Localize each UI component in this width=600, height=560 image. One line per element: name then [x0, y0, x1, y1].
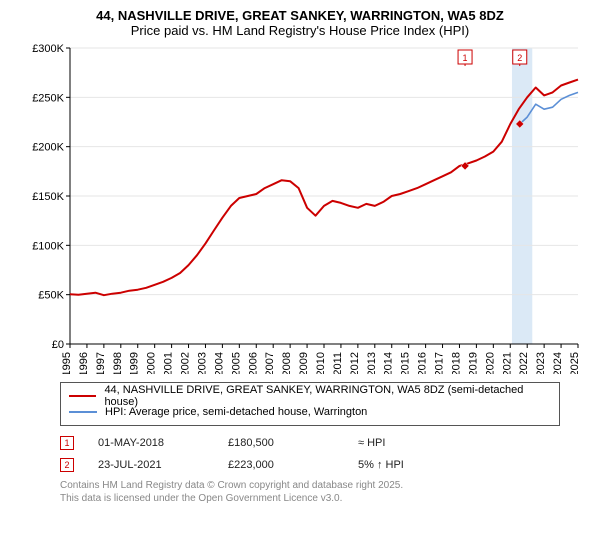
svg-text:2001: 2001	[163, 352, 175, 374]
line-chart-svg: £0 £50K £100K £150K £200K £250K £300K 1995 1996 1…	[22, 44, 582, 374]
pct-cell: ≈ HPI	[358, 437, 478, 449]
svg-text:1: 1	[463, 53, 468, 63]
chart-container: 44, NASHVILLE DRIVE, GREAT SANKEY, WARRI…	[0, 0, 600, 560]
svg-text:2006: 2006	[247, 352, 259, 374]
svg-text:£250K: £250K	[32, 92, 64, 104]
data-point-table: 1 01-MAY-2018 £180,500 ≈ HPI 2 23-JUL-20…	[60, 432, 588, 476]
svg-text:1998: 1998	[112, 352, 124, 374]
svg-text:2018: 2018	[450, 352, 462, 374]
svg-text:2004: 2004	[213, 352, 225, 374]
svg-text:1996: 1996	[78, 352, 90, 374]
svg-text:2021: 2021	[501, 352, 513, 374]
svg-text:2009: 2009	[298, 352, 310, 374]
svg-text:£50K: £50K	[38, 290, 64, 302]
table-row: 1 01-MAY-2018 £180,500 ≈ HPI	[60, 432, 588, 454]
marker-badge: 1	[60, 436, 74, 450]
svg-text:2019: 2019	[467, 352, 479, 374]
svg-text:£150K: £150K	[32, 191, 64, 203]
svg-text:1997: 1997	[95, 352, 107, 374]
legend: 44, NASHVILLE DRIVE, GREAT SANKEY, WARRI…	[60, 382, 560, 426]
svg-text:2007: 2007	[264, 352, 276, 374]
svg-text:2016: 2016	[417, 352, 429, 374]
footer-line: This data is licensed under the Open Gov…	[60, 493, 588, 506]
svg-text:£300K: £300K	[32, 44, 64, 55]
svg-text:2012: 2012	[349, 352, 361, 374]
svg-text:2003: 2003	[196, 352, 208, 374]
svg-text:1995: 1995	[61, 352, 73, 374]
legend-item: 44, NASHVILLE DRIVE, GREAT SANKEY, WARRI…	[69, 388, 551, 404]
svg-text:2002: 2002	[180, 352, 192, 374]
svg-text:2025: 2025	[569, 352, 581, 374]
svg-text:£100K: £100K	[32, 240, 64, 252]
svg-text:£200K: £200K	[32, 142, 64, 154]
svg-text:2008: 2008	[281, 352, 293, 374]
svg-text:2005: 2005	[230, 352, 242, 374]
legend-label: HPI: Average price, semi-detached house,…	[105, 406, 367, 418]
svg-text:£0: £0	[52, 339, 64, 351]
marker-number: 1	[64, 438, 69, 448]
svg-text:1999: 1999	[129, 352, 141, 374]
legend-label: 44, NASHVILLE DRIVE, GREAT SANKEY, WARRI…	[104, 384, 551, 408]
footer-line: Contains HM Land Registry data © Crown c…	[60, 480, 588, 493]
marker-number: 2	[64, 460, 69, 470]
pct-cell: 5% ↑ HPI	[358, 459, 478, 471]
table-row: 2 23-JUL-2021 £223,000 5% ↑ HPI	[60, 454, 588, 476]
chart-title-block: 44, NASHVILLE DRIVE, GREAT SANKEY, WARRI…	[12, 8, 588, 38]
date-cell: 01-MAY-2018	[98, 437, 228, 449]
price-cell: £223,000	[228, 459, 358, 471]
svg-text:2015: 2015	[400, 352, 412, 374]
chart-title-line2: Price paid vs. HM Land Registry's House …	[12, 23, 588, 38]
svg-text:2024: 2024	[552, 352, 564, 374]
footer-attribution: Contains HM Land Registry data © Crown c…	[60, 480, 588, 505]
svg-text:2023: 2023	[535, 352, 547, 374]
svg-text:2010: 2010	[315, 352, 327, 374]
svg-text:2014: 2014	[383, 352, 395, 374]
svg-text:2000: 2000	[146, 352, 158, 374]
svg-text:2017: 2017	[434, 352, 446, 374]
svg-text:2: 2	[517, 53, 522, 63]
svg-text:2020: 2020	[484, 352, 496, 374]
date-cell: 23-JUL-2021	[98, 459, 228, 471]
svg-text:2013: 2013	[366, 352, 378, 374]
chart-title-line1: 44, NASHVILLE DRIVE, GREAT SANKEY, WARRI…	[12, 8, 588, 23]
legend-swatch	[69, 411, 97, 413]
price-cell: £180,500	[228, 437, 358, 449]
legend-swatch	[69, 395, 96, 397]
svg-text:2011: 2011	[332, 352, 344, 374]
plot-area: £0 £50K £100K £150K £200K £250K £300K 1995 1996 1…	[22, 44, 582, 374]
marker-badge: 2	[60, 458, 74, 472]
svg-text:2022: 2022	[518, 352, 530, 374]
